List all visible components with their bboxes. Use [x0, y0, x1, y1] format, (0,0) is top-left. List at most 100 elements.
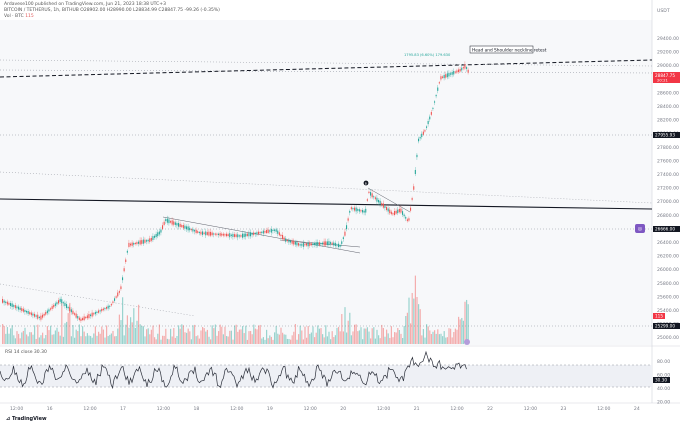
candle — [328, 241, 330, 246]
volume-bar — [451, 337, 453, 344]
volume-bar — [133, 308, 135, 344]
candle — [392, 213, 394, 215]
volume-bar — [350, 335, 352, 344]
volume-bar — [190, 339, 192, 344]
volume-bar — [376, 329, 378, 344]
volume-bar — [29, 332, 31, 344]
solid-trendline[interactable] — [0, 198, 653, 210]
volume-bar — [418, 304, 420, 344]
volume-bar — [270, 336, 272, 344]
volume-bar — [208, 336, 210, 344]
volume-bar — [293, 331, 295, 344]
volume-bar — [222, 334, 224, 344]
volume-bar — [130, 317, 132, 344]
candle — [104, 308, 106, 310]
volume-bar — [274, 332, 276, 344]
candle — [82, 318, 84, 321]
volume-bar — [334, 335, 336, 344]
volume-bar — [50, 325, 52, 344]
volume-bar — [99, 333, 101, 344]
candle — [43, 313, 45, 316]
candle — [405, 216, 407, 219]
volume-bar — [299, 325, 301, 344]
volume-bar — [75, 329, 77, 344]
volume-bar — [91, 337, 93, 344]
candle — [266, 230, 268, 234]
candle — [456, 70, 458, 73]
volume-bar — [325, 325, 327, 344]
candle — [246, 233, 248, 237]
price-tick-label: 27200.00 — [657, 186, 679, 192]
candle — [315, 242, 317, 246]
candle — [360, 210, 362, 212]
neckline-dashed[interactable] — [0, 59, 653, 78]
candle — [293, 241, 295, 245]
price-pane[interactable] — [0, 20, 652, 345]
candle — [437, 87, 439, 91]
candle — [349, 210, 351, 213]
volume-bar — [432, 331, 434, 344]
candle — [197, 231, 199, 233]
rsi-axis[interactable]: 80.00 60.00 40.00 20.00 — [657, 359, 670, 406]
candle — [150, 237, 152, 241]
volume-bar — [48, 330, 50, 344]
candle — [379, 200, 381, 205]
candle — [10, 303, 12, 306]
time-axis[interactable]: 12:00 16 12:00 17 12:00 18 12:00 19 12:00 20 12:00… — [10, 406, 640, 412]
bot-icon[interactable] — [635, 224, 645, 233]
candle — [109, 305, 111, 307]
volume-bar — [438, 334, 440, 344]
candle — [155, 233, 157, 238]
candle — [85, 317, 87, 319]
current-price-line[interactable] — [0, 69, 653, 74]
volume-badge-value: 115 — [655, 314, 663, 319]
volume-bar — [149, 334, 151, 344]
candle — [13, 305, 15, 307]
price-tick-label: 25400.00 — [657, 308, 679, 314]
volume-bar — [362, 339, 364, 344]
volume-bar — [323, 337, 325, 344]
volume-bar — [381, 324, 383, 344]
volume-bar — [5, 333, 7, 344]
volume-bar — [338, 326, 340, 344]
volume-bar — [298, 334, 300, 344]
annotation-box[interactable] — [469, 45, 534, 54]
volume-bar — [154, 337, 156, 344]
candle — [56, 302, 58, 305]
point-marker[interactable] — [363, 180, 369, 186]
head-shoulder-line[interactable] — [367, 187, 411, 213]
volume-bar — [278, 334, 280, 344]
candle — [91, 312, 93, 317]
volume-bar — [336, 327, 338, 344]
candle — [238, 235, 240, 237]
volume-bar — [198, 338, 200, 344]
volume-bar — [195, 336, 197, 344]
upper-dotted-trendline[interactable] — [0, 59, 653, 67]
volume-bar — [374, 338, 376, 344]
volume-bar — [462, 320, 464, 344]
candle — [219, 233, 221, 236]
volume-bar — [98, 331, 100, 344]
candle — [114, 298, 116, 301]
volume-bar — [464, 301, 466, 344]
candle — [226, 233, 228, 237]
candle — [282, 234, 284, 240]
candle — [69, 307, 71, 312]
volume-bar — [459, 319, 461, 344]
author-line: Ardavese100 published on TradingView.com… — [4, 2, 166, 7]
candle — [398, 208, 400, 213]
candle — [259, 232, 261, 234]
candle — [67, 306, 69, 309]
mid-dotted-trendline[interactable] — [0, 171, 653, 204]
price-tick-label: 26400.00 — [657, 240, 679, 246]
volume-bar — [88, 335, 90, 344]
volume-bar — [403, 325, 405, 344]
candle — [355, 207, 357, 212]
volume-bar — [101, 326, 103, 344]
event-icon[interactable] — [464, 339, 470, 345]
price-axis[interactable]: 29400.0029200.0029000.0028800.0028600.00… — [657, 36, 679, 341]
candle — [21, 308, 23, 311]
volume-bar — [237, 331, 239, 344]
candle — [136, 242, 138, 245]
